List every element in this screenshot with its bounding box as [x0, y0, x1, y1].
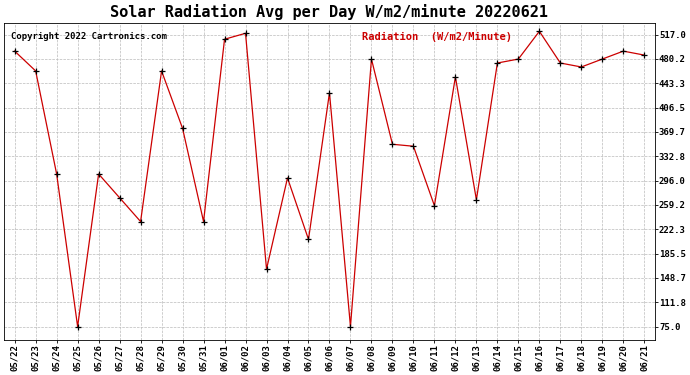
Title: Solar Radiation Avg per Day W/m2/minute 20220621: Solar Radiation Avg per Day W/m2/minute …	[110, 4, 549, 20]
Text: Radiation  (W/m2/Minute): Radiation (W/m2/Minute)	[362, 32, 512, 42]
Text: Copyright 2022 Cartronics.com: Copyright 2022 Cartronics.com	[10, 32, 166, 41]
